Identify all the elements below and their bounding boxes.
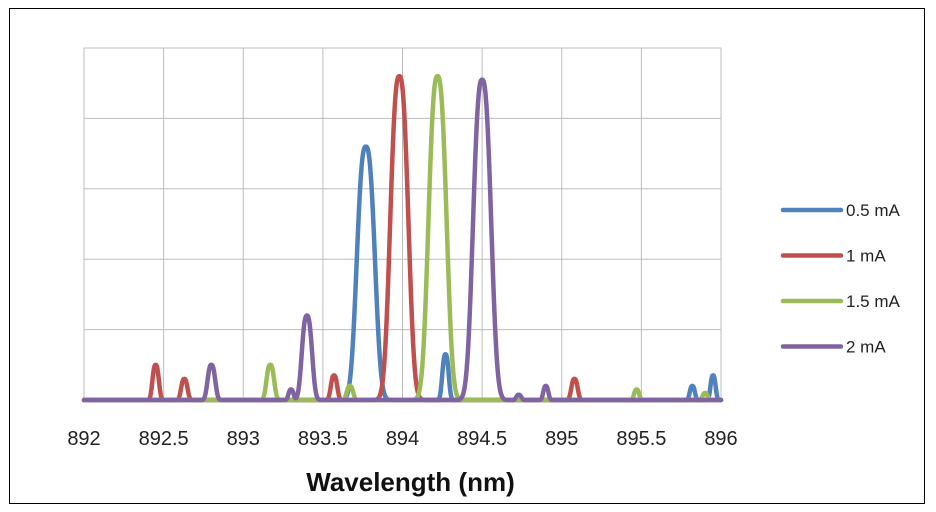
chart-frame: 892 892.5 893 893.5 894 894.5 895 895.5 896 Wave… <box>9 8 925 504</box>
x-tick-label: 893 <box>227 428 260 450</box>
legend-label: 1 mA <box>846 247 886 266</box>
legend: 0.5 mA 1 mA 1.5 mA 2 mA <box>780 201 901 357</box>
legend-label: 0.5 mA <box>846 201 901 220</box>
x-axis-ticks: 892 892.5 893 893.5 894 894.5 895 895.5 896 <box>67 428 737 450</box>
x-tick-label: 892 <box>67 428 100 450</box>
spectrum-chart: 892 892.5 893 893.5 894 894.5 895 895.5 896 Wave… <box>67 47 901 497</box>
x-tick-label: 894 <box>386 428 419 450</box>
x-tick-label: 896 <box>704 428 737 450</box>
legend-label: 1.5 mA <box>846 292 901 311</box>
series-line-3 <box>81 77 724 403</box>
x-tick-label: 895 <box>545 428 578 450</box>
x-tick-label: 894.5 <box>457 428 507 450</box>
legend-label: 2 mA <box>846 338 886 357</box>
x-axis-title: Wavelength (nm) <box>306 467 514 497</box>
series-group <box>81 73 724 403</box>
x-tick-label: 892.5 <box>139 428 189 450</box>
x-tick-label: 895.5 <box>616 428 666 450</box>
x-tick-label: 893.5 <box>298 428 348 450</box>
